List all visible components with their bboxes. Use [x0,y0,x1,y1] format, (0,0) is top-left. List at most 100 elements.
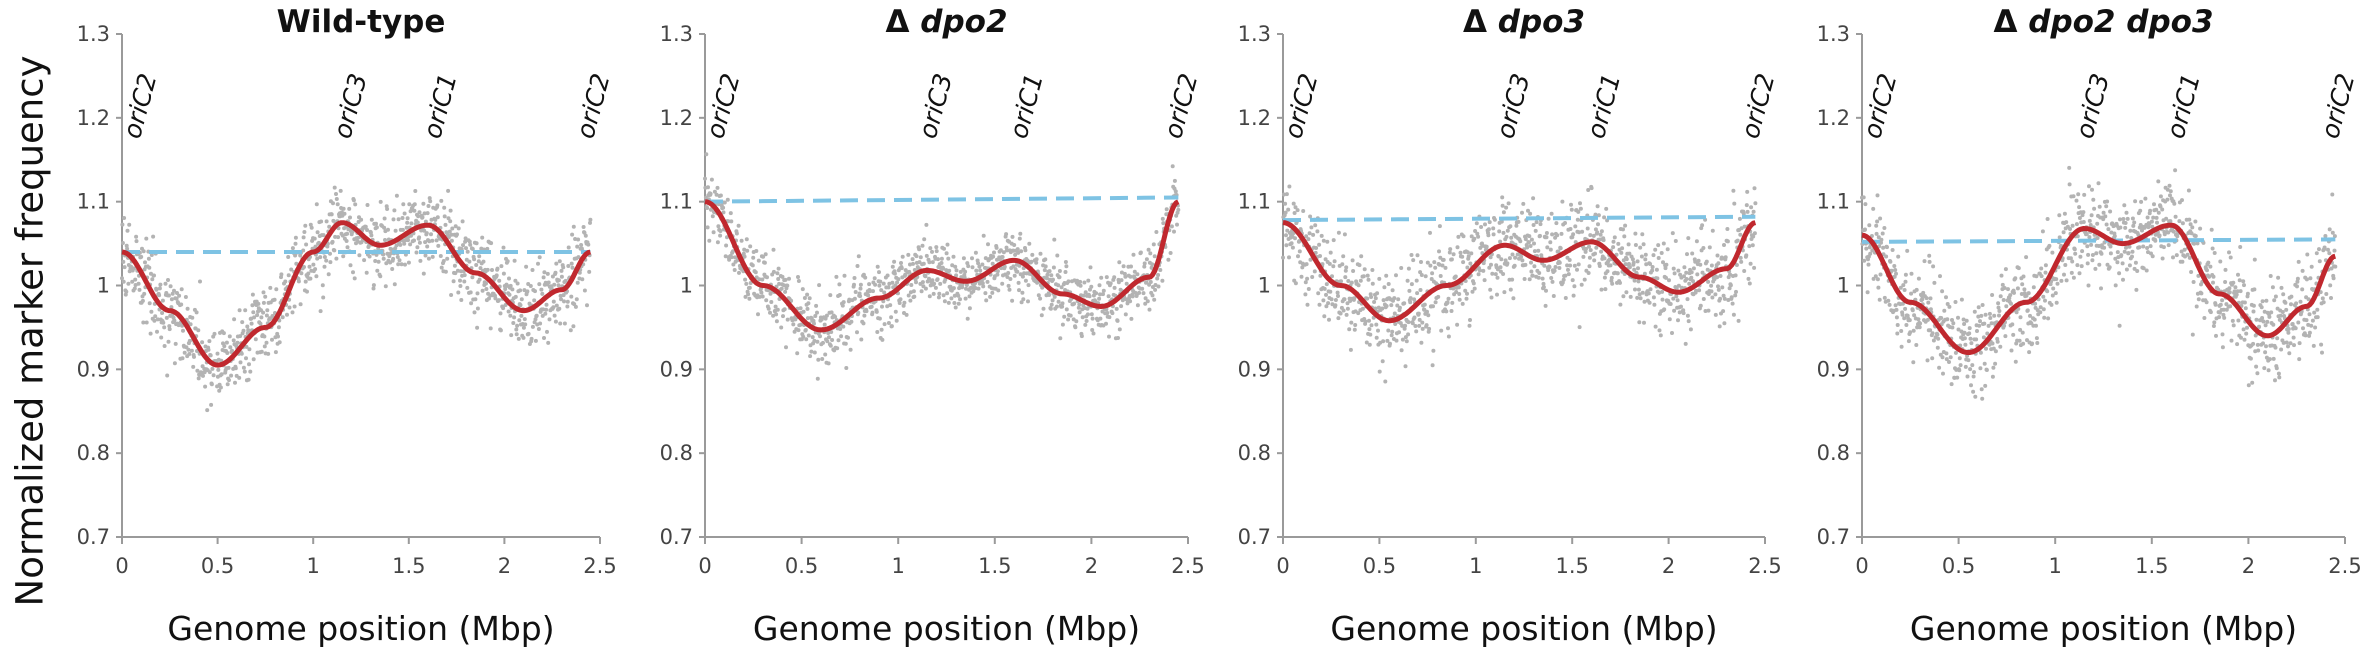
scatter-point [1160,278,1165,283]
origin-label: oriC1 [2161,70,2206,141]
x-tick-label: 0 [1276,554,1289,578]
scatter-point [2137,245,2142,250]
scatter-point [1948,355,1953,360]
scatter-point [338,188,343,193]
x-tick-label: 1 [892,554,905,578]
scatter-point [2057,213,2062,218]
scatter-point [1532,249,1537,254]
scatter-point [895,280,900,285]
scatter-point [1875,193,1880,198]
scatter-point [1909,291,1914,296]
scatter-point [858,286,863,291]
scatter-point [587,269,592,274]
scatter-point [1670,231,1675,236]
scatter-point [447,229,452,234]
scatter-point [586,242,591,247]
scatter-point [2026,291,2031,296]
scatter-point [2141,266,2146,271]
scatter-point [898,297,903,302]
scatter-point [2223,280,2228,284]
scatter-point [945,291,950,296]
scatter-point [875,330,880,334]
scatter-point [934,245,939,250]
scatter-point [2309,323,2314,328]
scatter-point [1910,308,1915,313]
scatter-point [1563,273,1568,278]
scatter-point [1027,241,1032,246]
scatter-point [508,283,513,288]
scatter-point [1410,321,1415,326]
scatter-point [2255,371,2260,376]
scatter-point [947,268,952,273]
scatter-point [1628,294,1633,299]
x-tick-label: 0.5 [785,554,818,578]
y-tick-label: 1.2 [660,106,693,130]
baseline-dashed [1282,214,1756,223]
scatter-point [1020,274,1025,279]
scatter-point [2071,194,2076,199]
scatter-point [742,254,747,259]
scatter-point [121,279,126,284]
scatter-point [928,246,933,251]
scatter-point [981,284,986,289]
scatter-point [1523,237,1528,242]
scatter-point [906,252,911,257]
scatter-point [1365,273,1370,278]
scatter-point [1380,359,1385,364]
scatter-point [152,273,156,278]
scatter-point [1445,300,1450,305]
scatter-point [406,238,410,243]
scatter-point [1534,220,1539,225]
scatter-point [1554,221,1559,226]
scatter-point [1503,258,1508,263]
x-tick-label: 0.5 [1942,554,1975,578]
scatter-point [2177,219,2182,224]
scatter-point [2022,287,2027,292]
scatter-point [453,224,458,229]
scatter-point [251,357,256,362]
scatter-point [1987,311,1992,316]
scatter-point [328,260,333,265]
scatter-point [908,298,913,303]
scatter-point [1905,248,1910,253]
scatter-point [153,314,158,319]
scatter-point [222,344,227,349]
scatter-point [1412,315,1417,320]
scatter-point [1602,256,1607,261]
scatter-point [551,299,556,304]
scatter-point [868,289,872,294]
scatter-point [1691,279,1695,284]
scatter-point [703,195,708,200]
scatter-point [374,221,378,226]
scatter-point [235,340,240,345]
scatter-point [1958,363,1963,368]
scatter-point [2179,249,2184,254]
origin-label: oriC1 [1581,70,1626,141]
scatter-point [806,333,811,338]
scatter-point [1110,311,1115,316]
scatter-point [562,299,566,304]
scatter-point [2208,264,2213,269]
scatter-point [1874,223,1879,228]
scatter-point [2158,204,2163,209]
scatter-point [1012,273,1017,278]
scatter-point [405,220,410,225]
scatter-point [1973,394,1978,399]
scatter-point [582,230,587,235]
scatter-point [464,246,468,251]
scatter-point [904,312,909,317]
scatter-point [703,176,707,181]
scatter-point [2025,308,2030,313]
scatter-point [1029,259,1034,264]
scatter-point [273,350,278,355]
scatter-point [530,268,535,272]
scatter-point [569,261,574,266]
scatter-point [1281,192,1286,197]
scatter-point [946,300,951,305]
scatter-point [2039,274,2044,279]
scatter-point [2286,327,2291,331]
scatter-point [756,258,761,263]
scatter-point [899,266,904,271]
scatter-point [1104,275,1109,280]
scatter-point [538,321,543,326]
